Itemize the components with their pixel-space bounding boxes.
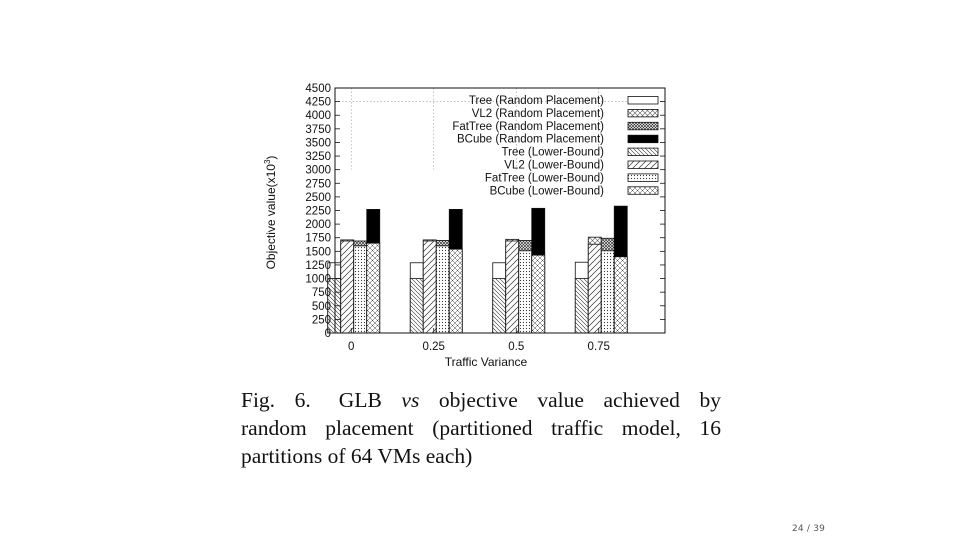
y-tick-label: 3000	[305, 165, 331, 177]
legend-swatch	[627, 121, 659, 131]
caption-line-2: random placement (partitioned traffic mo…	[241, 416, 721, 440]
legend-swatch	[627, 96, 659, 105]
bar-lower-bound-vl2-cat-3	[587, 243, 602, 334]
x-tick-label: 0.75	[588, 341, 610, 353]
bar-lower-bound-tree-cat-3	[574, 278, 589, 334]
legend-swatch	[627, 134, 659, 144]
y-tick-label: 3750	[305, 124, 331, 136]
bar-lower-bound-bcube-cat-0	[366, 242, 381, 334]
bar-lower-bound-bcube-cat-2	[531, 254, 546, 334]
bars	[327, 205, 628, 334]
bar-lower-bound-bcube-cat-3	[613, 256, 628, 334]
legend-label: FatTree (Random Placement)	[452, 121, 604, 133]
y-tick-label: 1750	[305, 233, 331, 245]
y-tick-label: 3250	[305, 151, 331, 163]
y-axis-title: Objective value(x103)	[263, 156, 278, 270]
x-axis-title: Traffic Variance	[445, 355, 528, 369]
y-tick-label: 3500	[305, 137, 331, 149]
y-tick-label: 2000	[305, 219, 331, 231]
x-tick-label: 0.25	[423, 341, 445, 353]
bar-lower-bound-tree-cat-1	[409, 278, 424, 334]
bar-lower-bound-fattree-cat-1	[435, 245, 450, 334]
legend-label: Tree (Random Placement)	[469, 95, 604, 107]
bar-lower-bound-vl2-cat-2	[505, 240, 520, 334]
y-tick-label: 500	[312, 301, 331, 313]
legend-entry-6: FatTree (Lower-Bound)	[485, 172, 659, 184]
legend-label: VL2 (Lower-Bound)	[504, 160, 604, 172]
y-tick-label: 4000	[305, 110, 331, 122]
y-tick-label: 1500	[305, 246, 331, 258]
legend-entry-3: BCube (Random Placement)	[457, 134, 659, 146]
caption-line-1-italic: vs	[401, 388, 420, 412]
legend-entry-7: BCube (Lower-Bound)	[490, 185, 659, 197]
legend: Tree (Random Placement)VL2 (Random Place…	[452, 95, 659, 197]
bar-lower-bound-fattree-cat-0	[353, 245, 368, 334]
y-tick-label: 2250	[305, 206, 331, 218]
legend-entry-5: VL2 (Lower-Bound)	[504, 160, 659, 172]
legend-swatch	[627, 108, 659, 118]
y-tick-label: 4250	[305, 97, 331, 109]
legend-entry-0: Tree (Random Placement)	[469, 95, 659, 107]
legend-label: BCube (Random Placement)	[457, 134, 604, 146]
bar-lower-bound-vl2-cat-1	[422, 240, 437, 334]
x-tick-label: 0.5	[508, 341, 524, 353]
y-tick-label: 1000	[305, 274, 331, 286]
x-tick-label: 0	[348, 341, 354, 353]
x-axis: 0 0.25 0.5 0.75	[348, 328, 610, 353]
legend-swatch	[627, 160, 659, 169]
y-tick-label: 2750	[305, 178, 331, 190]
page-number: 24 / 39	[792, 524, 826, 534]
bar-lower-bound-fattree-cat-3	[600, 250, 615, 334]
bar-lower-bound-bcube-cat-1	[448, 248, 463, 334]
legend-swatch	[627, 147, 659, 156]
y-tick-label: 4500	[305, 83, 331, 95]
legend-entry-4: Tree (Lower-Bound)	[502, 147, 659, 159]
legend-label: FatTree (Lower-Bound)	[485, 172, 604, 184]
legend-label: Tree (Lower-Bound)	[502, 147, 605, 159]
legend-swatch	[627, 173, 659, 182]
legend-entry-1: VL2 (Random Placement)	[472, 108, 659, 120]
y-tick-label: 2500	[305, 192, 331, 204]
bar-lower-bound-tree-cat-2	[492, 278, 507, 334]
bar-lower-bound-fattree-cat-2	[518, 250, 533, 334]
legend-swatch	[627, 186, 659, 195]
y-tick-label: 0	[325, 328, 331, 340]
caption-line-3: partitions of 64 VMs each)	[241, 444, 473, 468]
caption-line-1-pre: GLB	[338, 388, 402, 412]
y-tick-label: 750	[312, 287, 331, 299]
legend-entry-2: FatTree (Random Placement)	[452, 121, 659, 133]
bar-lower-bound-vl2-cat-0	[340, 240, 355, 334]
y-tick-label: 1250	[305, 260, 331, 272]
legend-label: VL2 (Random Placement)	[472, 108, 604, 120]
grid-lines	[335, 88, 665, 170]
figure-caption: Fig. 6. GLB vs objective value achieved b…	[241, 386, 721, 470]
caption-line-1: Fig. 6. GLB vs objective value achieved b…	[241, 386, 721, 414]
caption-line-1-post: objective value achieved by	[419, 388, 721, 412]
legend-label: BCube (Lower-Bound)	[490, 185, 605, 197]
y-tick-label: 250	[312, 314, 331, 326]
figure-label: Fig. 6.	[241, 388, 311, 412]
